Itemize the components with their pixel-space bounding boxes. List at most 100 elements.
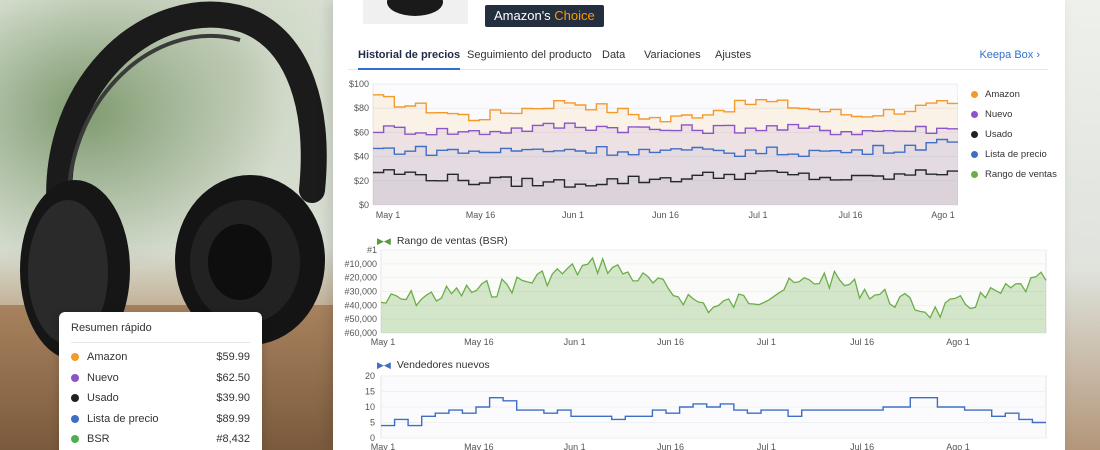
- sellers-x-tick: Ago 1: [946, 442, 970, 450]
- sellers-x-tick: May 1: [371, 442, 396, 450]
- summary-row-amazon: Amazon $59.99: [71, 347, 250, 368]
- badge-text: Amazon's: [494, 8, 555, 23]
- summary-label: BSR: [87, 433, 110, 446]
- bsr-x-tick: Jun 16: [657, 337, 684, 347]
- series-area-lista-de-precio: [373, 139, 958, 205]
- bsr-chart-y-ticks: #1 #10,000 #20,000 #30,000 #40,000 #50,000 #60…: [344, 246, 377, 338]
- legend-dot-usado: [971, 130, 978, 138]
- summary-label: Amazon: [87, 351, 128, 364]
- bsr-y-tick: #50,000: [344, 314, 377, 324]
- legend-label: Nuevo: [985, 108, 1013, 120]
- badge-choice-text: Choice: [554, 8, 595, 23]
- bsr-y-tick: #20,000: [344, 273, 377, 283]
- price-x-tick: Jun 1: [562, 210, 584, 220]
- sellers-x-tick: Jul 1: [757, 442, 776, 450]
- summary-value: $89.99: [216, 412, 250, 425]
- bsr-series-area: [381, 258, 1046, 333]
- summary-label: Lista de precio: [87, 412, 159, 425]
- bsr-chart-area: [380, 256, 1047, 333]
- chart-icon: ▶◀: [377, 359, 391, 370]
- legend-label: Rango de ventas: [985, 168, 1057, 180]
- summary-row-usado: Usado $39.90: [71, 388, 250, 409]
- sellers-chart-title: ▶◀ Vendedores nuevos: [377, 359, 490, 371]
- summary-dot: [71, 353, 79, 362]
- tab-historial-de-precios[interactable]: Historial de precios: [358, 40, 461, 70]
- bsr-chart-grid: [380, 249, 1047, 334]
- sellers-x-tick: May 16: [464, 442, 494, 450]
- summary-value: $62.50: [216, 371, 250, 384]
- price-y-tick: $40: [354, 152, 369, 162]
- bsr-x-tick: Jul 16: [850, 337, 874, 347]
- summary-title: Resumen rápido: [71, 322, 250, 343]
- legend-item-amazon[interactable]: Amazon: [971, 84, 1057, 104]
- sellers-chart-x-ticks: May 1 May 16 Jun 1 Jun 16 Jul 1 Jul 16 Ago 1: [371, 442, 970, 450]
- series-line-nuevo: [373, 122, 958, 136]
- headphones-image: [20, 1, 327, 360]
- sellers-chart-line: [381, 397, 1046, 427]
- summary-label: Nuevo: [87, 371, 119, 384]
- sellers-y-tick: 15: [365, 387, 375, 397]
- chart-icon: ▶◀: [377, 235, 391, 246]
- tab-ajustes[interactable]: Ajustes: [715, 49, 752, 61]
- bsr-chart-title-text: Rango de ventas (BSR): [396, 235, 508, 247]
- legend-item-rango-de-ventas[interactable]: Rango de ventas: [971, 164, 1057, 184]
- bsr-chart-x-ticks: May 1 May 16 Jun 1 Jun 16 Jul 1 Jul 16 Ago 1: [371, 337, 970, 347]
- sellers-y-tick: 0: [370, 433, 375, 443]
- price-chart-lines: [373, 94, 958, 205]
- bsr-y-tick: #60,000: [344, 328, 377, 338]
- summary-dot: [71, 373, 79, 382]
- price-history-chart: $100 $80 $60 $40 $20 $0 May 1 May 16 Jun 1 Jun 1…: [349, 79, 958, 220]
- summary-label: Usado: [87, 392, 119, 405]
- legend-item-lista-de-precio[interactable]: Lista de precio: [971, 144, 1057, 164]
- series-line-usado: [373, 169, 958, 188]
- summary-value: $39.90: [216, 392, 250, 405]
- summary-row-lista-de-precio: Lista de precio $89.99: [71, 409, 250, 430]
- summary-dot: [71, 414, 79, 423]
- legend-label: Amazon: [985, 88, 1020, 100]
- bsr-x-tick: Jul 1: [757, 337, 776, 347]
- legend-label: Lista de precio: [985, 148, 1047, 160]
- price-x-tick: Jun 16: [652, 210, 679, 220]
- legend-item-nuevo[interactable]: Nuevo: [971, 104, 1057, 124]
- sellers-chart: 20 15 10 5 0 May 1 May 16 Jun 1 Jun 16 Jul 1 Jul …: [365, 371, 1047, 450]
- summary-row-bsr: BSR #8,432: [71, 429, 250, 450]
- bsr-x-tick: May 1: [371, 337, 396, 347]
- product-thumbnail: [363, 0, 468, 24]
- tab-seguimiento-del-producto[interactable]: Seguimiento del producto: [467, 49, 592, 61]
- sellers-y-tick: 10: [365, 402, 375, 412]
- price-x-tick: Ago 1: [931, 210, 955, 220]
- summary-value: $59.99: [216, 351, 250, 364]
- summary-value: #8,432: [216, 433, 250, 446]
- price-y-tick: $60: [354, 127, 369, 137]
- legend-dot-ventas: [971, 170, 978, 178]
- sellers-x-tick: Jun 16: [657, 442, 684, 450]
- price-x-tick: May 1: [376, 210, 401, 220]
- sellers-y-tick: 20: [365, 371, 375, 381]
- price-chart-x-ticks: May 1 May 16 Jun 1 Jun 16 Jul 1 Jul 16 Ago 1: [376, 210, 955, 220]
- tab-variaciones[interactable]: Variaciones: [644, 49, 701, 61]
- sellers-chart-title-text: Vendedores nuevos: [396, 359, 490, 371]
- sellers-x-tick: Jun 1: [564, 442, 586, 450]
- price-y-tick: $0: [359, 200, 369, 210]
- price-x-tick: Jul 1: [748, 210, 767, 220]
- price-y-tick: $100: [349, 79, 369, 89]
- series-line-lista-de-precio: [373, 138, 958, 157]
- legend-label: Usado: [985, 128, 1013, 140]
- tab-data[interactable]: Data: [602, 49, 626, 61]
- price-chart-y-ticks: $100 $80 $60 $40 $20 $0: [349, 79, 369, 210]
- sellers-x-tick: Jul 16: [850, 442, 874, 450]
- tab-bar: Historial de precios Seguimiento del pro…: [348, 40, 1048, 70]
- legend-dot-lista: [971, 150, 978, 158]
- keepa-box-link[interactable]: Keepa Box ›: [979, 49, 1040, 61]
- bsr-y-tick: #40,000: [344, 300, 377, 310]
- price-y-tick: $20: [354, 176, 369, 186]
- price-y-tick: $80: [354, 103, 369, 113]
- amazons-choice-badge: Amazon's Choice: [485, 5, 604, 27]
- sellers-series-line: [381, 397, 1046, 427]
- bsr-y-tick: #1: [367, 246, 377, 255]
- bsr-x-tick: May 16: [464, 337, 494, 347]
- legend-dot-amazon: [971, 90, 978, 98]
- legend-item-usado[interactable]: Usado: [971, 124, 1057, 144]
- summary-dot: [71, 435, 79, 444]
- sellers-y-tick: 5: [370, 418, 375, 428]
